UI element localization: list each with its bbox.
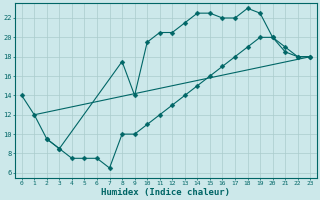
X-axis label: Humidex (Indice chaleur): Humidex (Indice chaleur) bbox=[101, 188, 230, 197]
